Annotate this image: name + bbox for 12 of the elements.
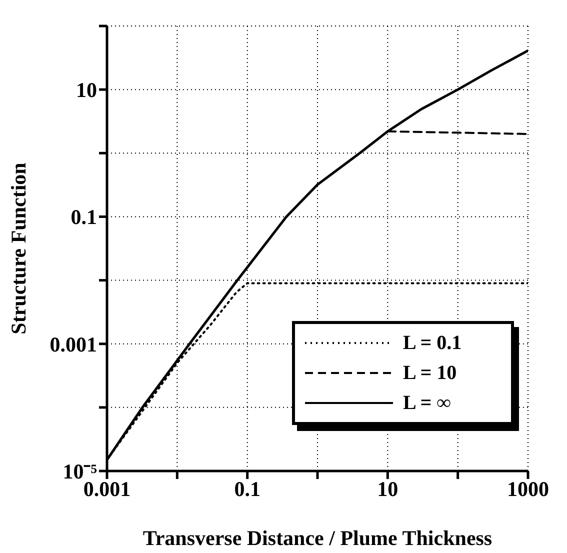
legend-label: L = 0.1 <box>403 332 462 354</box>
x-tick-label: 10 <box>377 476 398 501</box>
legend-label: L = 10 <box>403 362 457 384</box>
x-tick-label: 1000 <box>507 476 549 501</box>
x-axis-title: Transverse Distance / Plume Thickness <box>142 526 492 550</box>
y-tick-label: 0.1 <box>70 205 97 230</box>
x-tick-label: 0.1 <box>234 476 260 501</box>
y-axis-title: Structure Function <box>6 162 30 334</box>
y-tick-label: 10 <box>76 78 97 102</box>
y-tick-label: 10⁻⁵ <box>62 459 97 484</box>
legend-label: L = ∞ <box>403 392 451 414</box>
y-tick-label: 0.001 <box>50 332 97 356</box>
